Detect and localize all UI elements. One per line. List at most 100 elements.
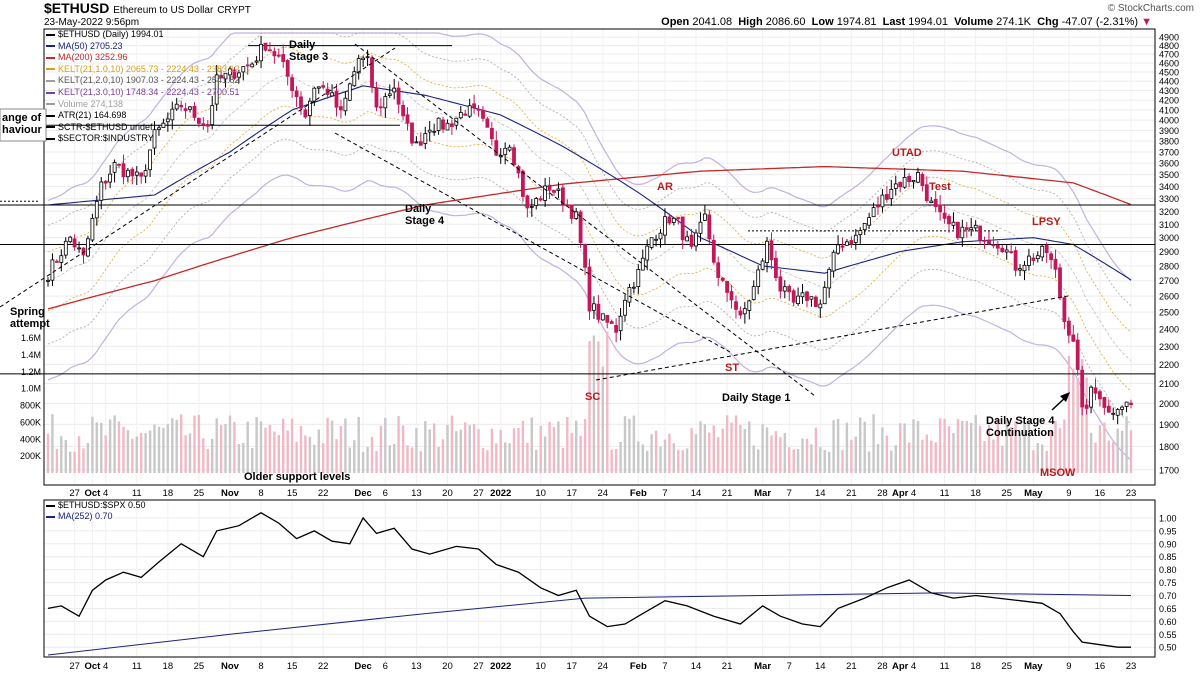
x-tick-label: 23 [1126, 661, 1137, 672]
volume-bar [259, 421, 263, 473]
volume-bar [863, 421, 866, 473]
x-tick-label: 21 [846, 661, 857, 672]
candle-body [1040, 245, 1045, 258]
ratio-tick-label: 0.70 [1159, 591, 1177, 601]
legend-swatch-icon [46, 80, 55, 82]
x-tick-label: 20 [442, 488, 453, 499]
candle-body [1124, 401, 1129, 407]
x-tick-label: 8 [258, 661, 263, 672]
candle-body [467, 105, 472, 117]
candle-body [920, 173, 925, 187]
candle-body [210, 105, 215, 126]
price-tick-label: 3300 [1159, 194, 1179, 204]
keltner-band-1-dn [47, 105, 1132, 392]
volume-bar [495, 443, 498, 473]
price-tick-label: 3800 [1159, 137, 1179, 147]
volume-tick-label: 800K [20, 401, 41, 411]
candle-body [94, 200, 99, 219]
price-tick-label: 1700 [1159, 465, 1179, 475]
volume-bar [171, 418, 174, 473]
candle-body [569, 204, 574, 219]
candle-body [711, 239, 716, 263]
volume-bar [472, 424, 476, 473]
volume-bar [668, 433, 671, 473]
price-tick-label: 2900 [1159, 247, 1179, 257]
down-triangle-icon: ▼ [1141, 16, 1152, 28]
candle-body [112, 162, 117, 173]
legend-label: $SECTOR:$INDUSTRY [58, 133, 154, 144]
candle-body [552, 189, 556, 193]
candle-body [623, 299, 627, 316]
keltner-channels [47, 32, 1132, 461]
candle-body [583, 243, 587, 268]
volume-bar [348, 447, 351, 473]
older-support-label: Older support levels [244, 471, 350, 483]
volume-bar [717, 437, 720, 473]
candle-body [250, 63, 255, 68]
candle-body [911, 179, 916, 183]
x-tick-label: 13 [411, 488, 422, 499]
volume-bar [273, 431, 276, 473]
candle-body [1129, 402, 1133, 406]
volume-tick-label: 600K [20, 417, 41, 427]
candle-body [405, 114, 410, 124]
price-legend: $ETHUSD (Daily) 1994.01 MA(50) 2705.23 MA(… [46, 29, 239, 145]
candle-body [281, 54, 286, 62]
volume-bar [752, 445, 755, 473]
legend-swatch-icon [46, 56, 55, 59]
volume-bar [885, 435, 889, 473]
volume-bar [805, 438, 809, 473]
volume-bar [202, 438, 205, 473]
x-tick-label: Feb [630, 661, 647, 672]
candle-body [401, 105, 406, 117]
volume-bar [965, 421, 968, 473]
volume-bar [82, 448, 85, 473]
volume-bar [197, 414, 201, 473]
volume-bar [481, 448, 485, 473]
volume-bar [51, 414, 54, 473]
volume-bar [619, 442, 622, 473]
volume-bar [219, 425, 223, 473]
x-tick-label: 22 [318, 661, 329, 672]
volume-bar [388, 445, 391, 473]
volume-bar [783, 433, 786, 473]
candle-body [658, 232, 663, 240]
ma50-line [47, 85, 1132, 281]
volume-bar [295, 441, 298, 473]
volume-bar [428, 429, 431, 473]
candle-body [760, 260, 765, 270]
candle-body [645, 245, 650, 261]
volume-bar [1085, 377, 1088, 473]
candle-body [423, 133, 428, 144]
price-tick-label: 4100 [1159, 105, 1179, 115]
price-tick-label: 1900 [1159, 420, 1179, 430]
volume-bar [415, 428, 418, 473]
volume-bar [721, 428, 724, 473]
volume-bar [978, 425, 982, 473]
candle-body [782, 286, 787, 292]
range-note: haviour [2, 124, 42, 136]
ma200-line [47, 165, 1132, 310]
candle-body [836, 244, 840, 254]
price-tick-label: 2300 [1159, 342, 1179, 352]
ratio-line [47, 512, 1131, 648]
price-tick-label: 2400 [1159, 324, 1179, 334]
x-tick-label: 27 [473, 661, 484, 672]
volume-bar [55, 449, 59, 473]
volume-bar [224, 423, 227, 473]
volume-bar [543, 436, 547, 473]
volume-bar [570, 432, 573, 473]
candle-body [907, 175, 911, 182]
price-tick-label: 2600 [1159, 292, 1179, 302]
x-tick-label: 11 [132, 661, 142, 672]
moving-averages [47, 85, 1132, 310]
volume-bar [859, 417, 862, 473]
ratio-tick-label: 0.90 [1159, 539, 1177, 549]
legend-swatch-icon [46, 45, 55, 48]
volume-bar [743, 429, 746, 473]
candle-body [512, 147, 516, 166]
candle-body [809, 296, 814, 300]
volume-bar [801, 438, 804, 473]
candle-body [978, 225, 982, 241]
